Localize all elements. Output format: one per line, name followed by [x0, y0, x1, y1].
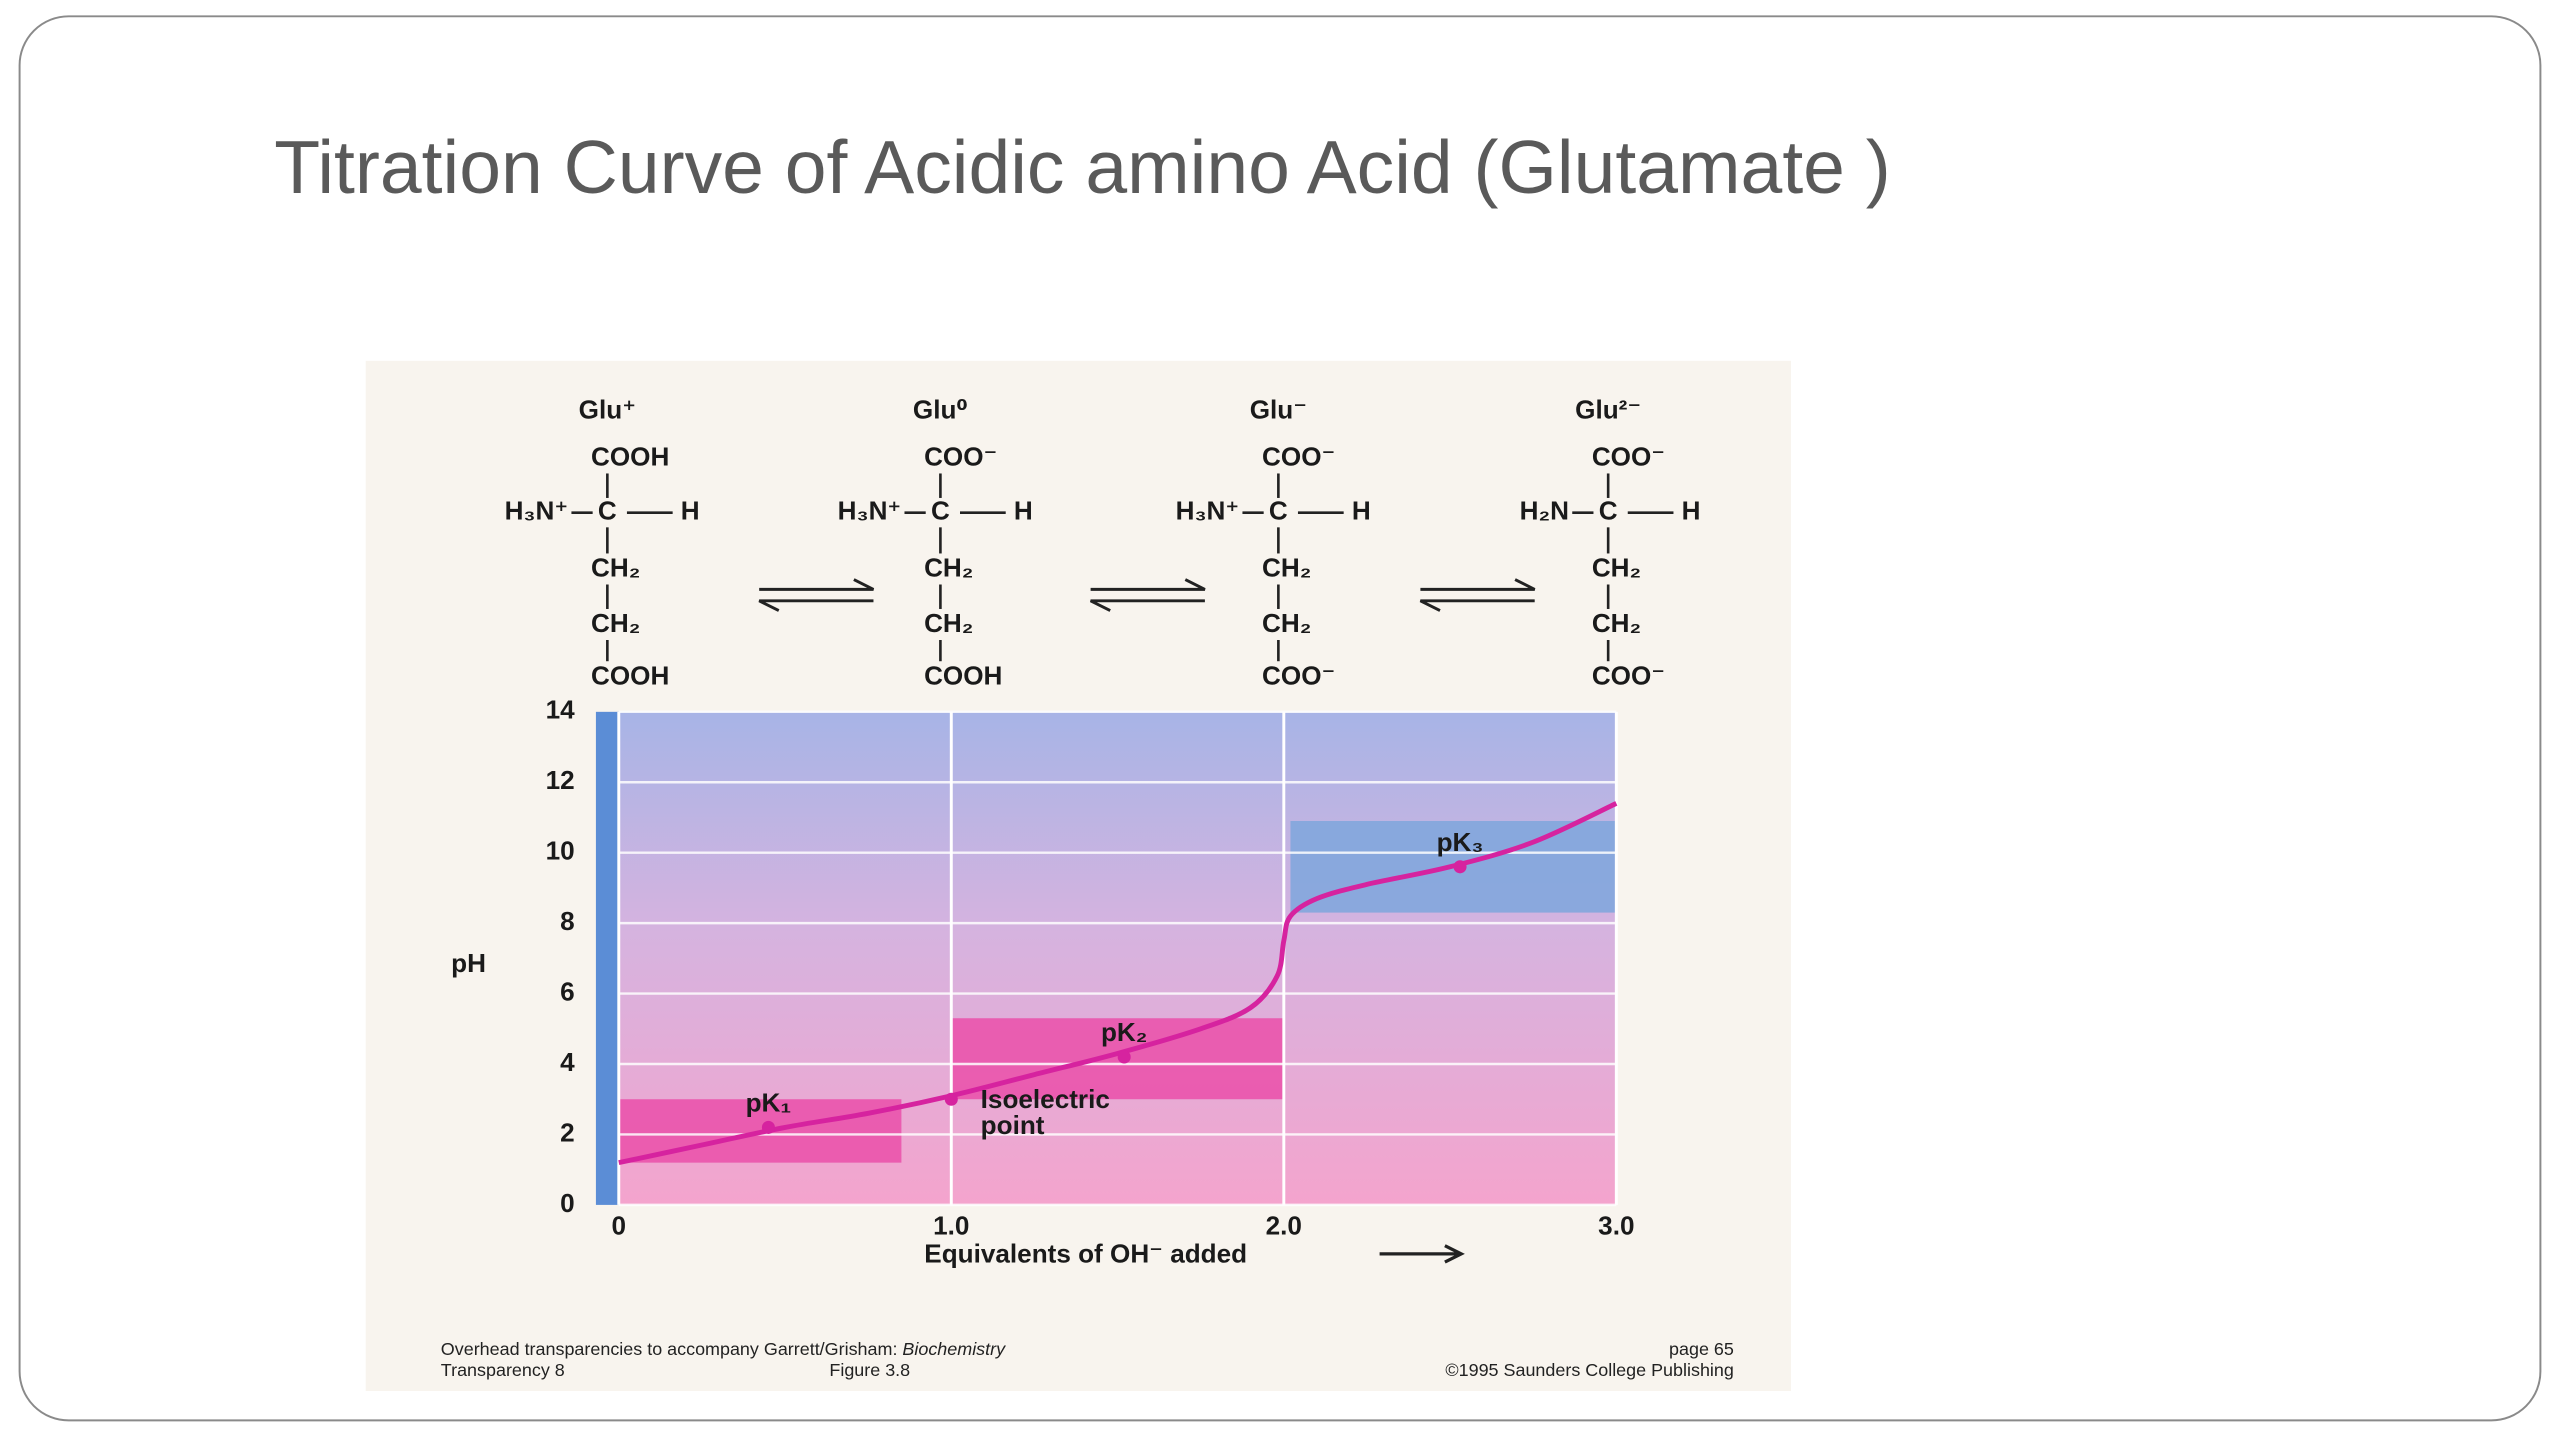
point-label: pK₂	[1101, 1017, 1147, 1047]
footer-figure: Figure 3.8	[829, 1360, 910, 1380]
equilibrium-arrows	[758, 578, 1536, 612]
structure-chain: COO⁻	[1592, 660, 1665, 690]
x-axis-arrow	[1379, 1244, 1465, 1264]
structure-center: C	[1269, 496, 1288, 526]
key-point	[761, 1120, 775, 1134]
y-tick-label: 6	[560, 976, 575, 1006]
y-tick-label: 8	[560, 906, 575, 936]
structure-top: COOH	[591, 442, 669, 472]
structure-chain: CH₂	[924, 608, 973, 638]
x-tick-label: 1.0	[933, 1211, 969, 1241]
arrow-back	[758, 599, 874, 612]
structure-center: C	[1599, 496, 1618, 526]
structure-name: Glu⁻	[1250, 394, 1307, 424]
arrow-back	[1089, 599, 1205, 612]
shaded-region	[951, 1018, 1284, 1100]
structure-left: H₂N	[1520, 496, 1569, 526]
y-tick-label: 14	[546, 695, 576, 725]
y-tick-label: 4	[560, 1047, 575, 1077]
structure-chain: CH₂	[1262, 553, 1311, 583]
arrow-back	[1419, 599, 1535, 612]
structure-chain: CH₂	[591, 553, 640, 583]
structure-chain: CH₂	[1262, 608, 1311, 638]
x-tick-label: 0	[612, 1211, 627, 1241]
structure-left: H₃N⁺	[1176, 496, 1240, 526]
slide-title: Titration Curve of Acidic amino Acid (Gl…	[274, 125, 1891, 209]
structure-left: H₃N⁺	[505, 496, 569, 526]
titration-curve	[618, 801, 1618, 1166]
structure-right: H	[681, 496, 700, 526]
footer-book: Biochemistry	[902, 1339, 1006, 1359]
arrow-forward	[1090, 578, 1206, 591]
structure-right: H	[1014, 496, 1033, 526]
footer-page: page 65	[1669, 1339, 1734, 1359]
point-label: pK₃	[1437, 827, 1484, 857]
structure-center: C	[598, 496, 617, 526]
y-tick-label: 2	[560, 1117, 575, 1147]
x-axis-label: Equivalents of OH⁻ added	[924, 1238, 1247, 1268]
structure-chain: COOH	[591, 660, 669, 690]
structure-chain: COOH	[924, 660, 1002, 690]
structure-chain: COO⁻	[1262, 660, 1335, 690]
structure-name: Glu⁰	[913, 394, 968, 424]
point-label: Isoelectric	[981, 1084, 1110, 1114]
footer-copyright: ©1995 Saunders College Publishing	[1445, 1360, 1733, 1380]
structure-right: H	[1352, 496, 1371, 526]
structure-chain: CH₂	[1592, 608, 1641, 638]
axis-strip	[595, 711, 619, 1205]
structure-name: Glu⁺	[579, 394, 636, 424]
structure-right: H	[1682, 496, 1701, 526]
structure-top: COO⁻	[924, 442, 997, 472]
point-label: point	[981, 1110, 1045, 1140]
structure-top: COO⁻	[1262, 442, 1335, 472]
x-tick-label: 3.0	[1598, 1211, 1634, 1241]
y-axis-label: pH	[451, 948, 486, 978]
structure-top: COO⁻	[1592, 442, 1665, 472]
structure-left: H₃N⁺	[838, 496, 902, 526]
y-tick-label: 10	[546, 836, 575, 866]
key-point	[1117, 1050, 1131, 1064]
footer-line: Overhead transparencies to accompany Gar…	[441, 1339, 1006, 1359]
arrow-forward	[1420, 578, 1536, 591]
arrow-forward	[759, 578, 875, 591]
structure-chain: CH₂	[1592, 553, 1641, 583]
footer-transparency: Transparency 8	[441, 1360, 565, 1380]
structure-name: Glu²⁻	[1575, 394, 1641, 424]
key-point	[1453, 860, 1467, 874]
y-tick-label: 0	[560, 1188, 575, 1218]
plot: 0 2 4 6 8 10 12 14 0 1.0 2.0 3.0 Equivalents of OH⁻ …	[451, 695, 1634, 1269]
footer-text: Overhead transparencies to accompany Gar…	[441, 1339, 903, 1359]
key-point	[944, 1092, 958, 1106]
x-tick-label: 2.0	[1266, 1211, 1302, 1241]
y-tick-label: 12	[546, 765, 575, 795]
structure-center: C	[931, 496, 950, 526]
structure-chain: CH₂	[591, 608, 640, 638]
structure-chain: CH₂	[924, 553, 973, 583]
point-label: pK₁	[746, 1087, 792, 1117]
